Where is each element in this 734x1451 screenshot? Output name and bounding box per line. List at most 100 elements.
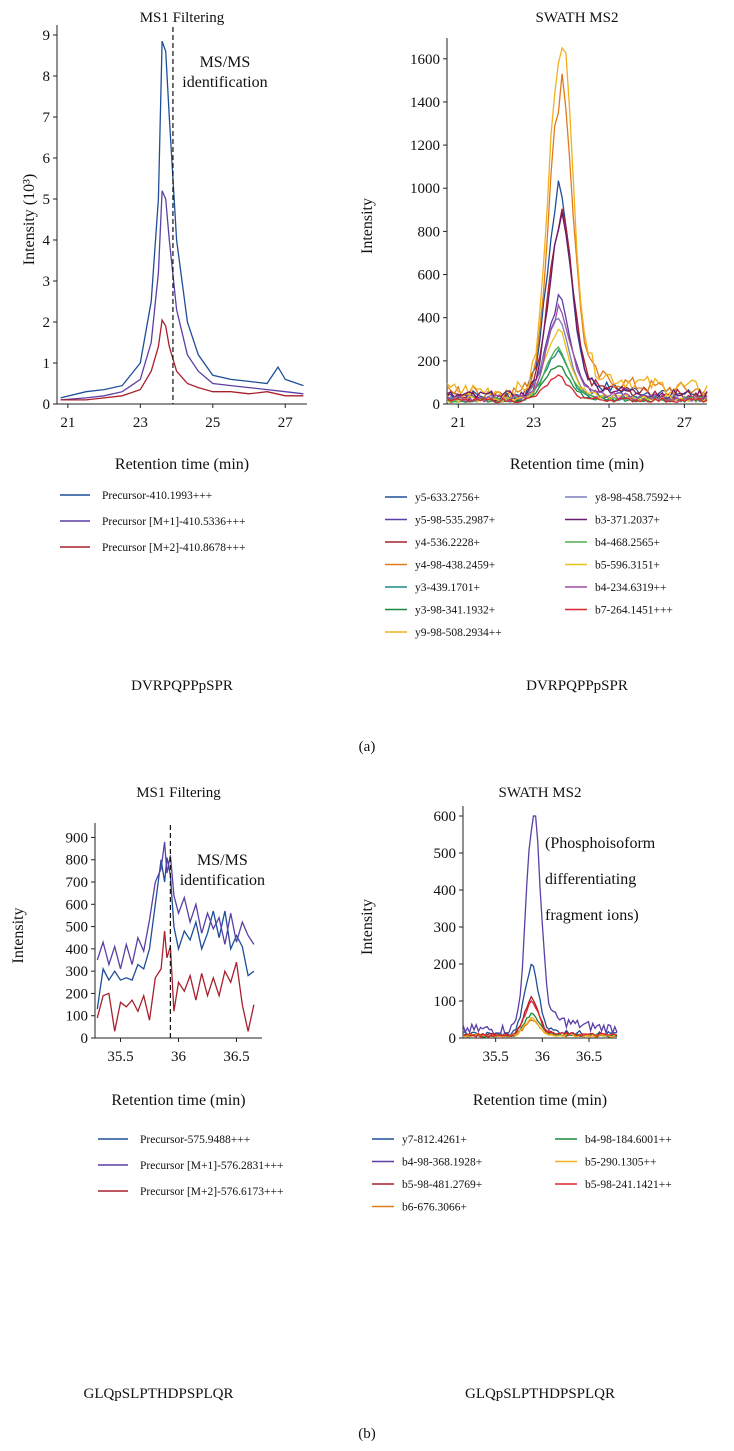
y-tick-label: 700 bbox=[66, 875, 89, 891]
y-tick-label: 100 bbox=[66, 1009, 89, 1025]
legend-label: b3-371.2037+ bbox=[595, 515, 660, 527]
chart-2: SWATH MS2 0 200 400 600 800 1000 1200 1400 1600 21… bbox=[359, 10, 708, 694]
legend-label: b5-290.1305++ bbox=[585, 1157, 656, 1169]
y-tick-label: 200 bbox=[418, 354, 441, 370]
series-group bbox=[96, 841, 255, 1032]
y-axis-label: Intensity bbox=[359, 198, 376, 254]
legend-label: Precursor [M+2]-576.6173+++ bbox=[140, 1186, 283, 1198]
y-tick-label: 1400 bbox=[410, 95, 440, 111]
x-axis-label: Retention time (min) bbox=[115, 456, 249, 473]
annotation-line: differentiating bbox=[545, 871, 636, 888]
x-tick-label: 21 bbox=[451, 415, 466, 431]
x-axis-label: Retention time (min) bbox=[510, 456, 644, 473]
y-axis-label: Intensity bbox=[10, 908, 27, 964]
series-line bbox=[462, 815, 618, 1036]
x-tick-label: 21 bbox=[60, 415, 75, 431]
chart-title: MS1 Filtering bbox=[140, 10, 225, 26]
legend-label: Precursor [M+1]-576.2831+++ bbox=[140, 1160, 283, 1172]
y-tick-label: 600 bbox=[66, 897, 89, 913]
y-tick-label: 300 bbox=[434, 920, 457, 936]
y-tick-label: 8 bbox=[43, 69, 51, 85]
y-tick-label: 500 bbox=[66, 920, 89, 936]
y-tick-label: 600 bbox=[418, 268, 441, 284]
legend-label: y3-439.1701+ bbox=[415, 582, 480, 594]
y-tick-label: 200 bbox=[434, 957, 457, 973]
y-tick-label: 2 bbox=[43, 315, 51, 331]
annotation-line: identification bbox=[182, 74, 267, 91]
series-line bbox=[96, 857, 255, 1010]
y-tick-label: 600 bbox=[434, 809, 457, 825]
chart-4: SWATH MS2 0 100 200 300 400 500 600 35.5 36 36.5 Re… bbox=[359, 785, 672, 1402]
annotation-line: identification bbox=[180, 872, 265, 889]
chart-title: MS1 Filtering bbox=[136, 785, 221, 801]
y-tick-label: 400 bbox=[66, 942, 89, 958]
peptide-sequence: GLQpSLPTHDPSPLQR bbox=[83, 1386, 233, 1402]
panel-label: (b) bbox=[358, 1426, 376, 1442]
legend-label: b5-98-481.2769+ bbox=[402, 1179, 482, 1191]
annotation-line: MS/MS bbox=[200, 54, 251, 71]
y-tick-label: 300 bbox=[66, 964, 89, 980]
legend-label: b4-98-184.6001++ bbox=[585, 1134, 672, 1146]
y-axis-label: Intensity bbox=[359, 899, 376, 955]
y-tick-label: 1 bbox=[43, 356, 51, 372]
legend-label: b6-676.3066+ bbox=[402, 1202, 467, 1214]
x-tick-label: 23 bbox=[133, 415, 148, 431]
legend-label: y5-98-535.2987+ bbox=[415, 515, 495, 527]
series-line bbox=[60, 190, 304, 401]
y-tick-label: 6 bbox=[43, 151, 51, 167]
legend-label: y4-98-438.2459+ bbox=[415, 560, 495, 572]
legend-label: b5-596.3151+ bbox=[595, 560, 660, 572]
legend-label: y5-633.2756+ bbox=[415, 492, 480, 504]
x-tick-label: 36 bbox=[535, 1049, 551, 1065]
y-tick-label: 1200 bbox=[410, 138, 440, 154]
legend-label: Precursor [M+1]-410.5336+++ bbox=[102, 516, 245, 528]
peptide-sequence: GLQpSLPTHDPSPLQR bbox=[465, 1386, 615, 1402]
x-tick-label: 36.5 bbox=[576, 1049, 602, 1065]
x-axis-label: Retention time (min) bbox=[473, 1092, 607, 1109]
panel-label: (a) bbox=[359, 739, 376, 755]
series-line bbox=[60, 318, 304, 401]
series-line bbox=[60, 40, 304, 399]
y-tick-label: 400 bbox=[434, 883, 457, 899]
y-tick-label: 3 bbox=[43, 274, 51, 290]
y-axis-label: Intensity (10³) bbox=[21, 174, 38, 265]
y-tick-label: 0 bbox=[449, 1031, 457, 1047]
y-tick-label: 1000 bbox=[410, 181, 440, 197]
y-tick-label: 0 bbox=[81, 1031, 89, 1047]
legend-label: Precursor-575.9488+++ bbox=[140, 1134, 250, 1146]
legend-label: y3-98-341.1932+ bbox=[415, 605, 495, 617]
series-line bbox=[446, 73, 708, 400]
x-tick-label: 23 bbox=[526, 415, 541, 431]
chart-title: SWATH MS2 bbox=[536, 10, 619, 26]
x-tick-label: 36.5 bbox=[223, 1049, 249, 1065]
x-tick-label: 27 bbox=[677, 415, 693, 431]
y-tick-label: 7 bbox=[43, 110, 51, 126]
x-axis-label: Retention time (min) bbox=[111, 1092, 245, 1109]
y-tick-label: 0 bbox=[433, 397, 441, 413]
series-line bbox=[446, 365, 708, 404]
y-tick-label: 800 bbox=[418, 224, 441, 240]
series-group bbox=[60, 40, 304, 401]
legend-label: b4-468.2565+ bbox=[595, 537, 660, 549]
y-tick-label: 800 bbox=[66, 853, 89, 869]
legend-label: Precursor-410.1993+++ bbox=[102, 490, 212, 502]
legend-label: y8-98-458.7592++ bbox=[595, 492, 682, 504]
legend-label: b4-98-368.1928+ bbox=[402, 1157, 482, 1169]
legend-label: y7-812.4261+ bbox=[402, 1134, 467, 1146]
x-tick-label: 36 bbox=[171, 1049, 187, 1065]
series-line bbox=[96, 841, 255, 970]
y-tick-label: 200 bbox=[66, 986, 89, 1002]
series-group bbox=[462, 815, 618, 1039]
x-tick-label: 25 bbox=[205, 415, 220, 431]
legend-label: b4-234.6319++ bbox=[595, 582, 666, 594]
y-tick-label: 400 bbox=[418, 311, 441, 327]
y-tick-label: 5 bbox=[43, 192, 51, 208]
peptide-sequence: DVRPQPPpSPR bbox=[131, 678, 233, 694]
legend-label: y4-536.2228+ bbox=[415, 537, 480, 549]
series-line bbox=[446, 374, 708, 404]
legend-label: Precursor [M+2]-410.8678+++ bbox=[102, 542, 245, 554]
y-tick-label: 0 bbox=[43, 397, 51, 413]
legend-label: b5-98-241.1421++ bbox=[585, 1179, 672, 1191]
